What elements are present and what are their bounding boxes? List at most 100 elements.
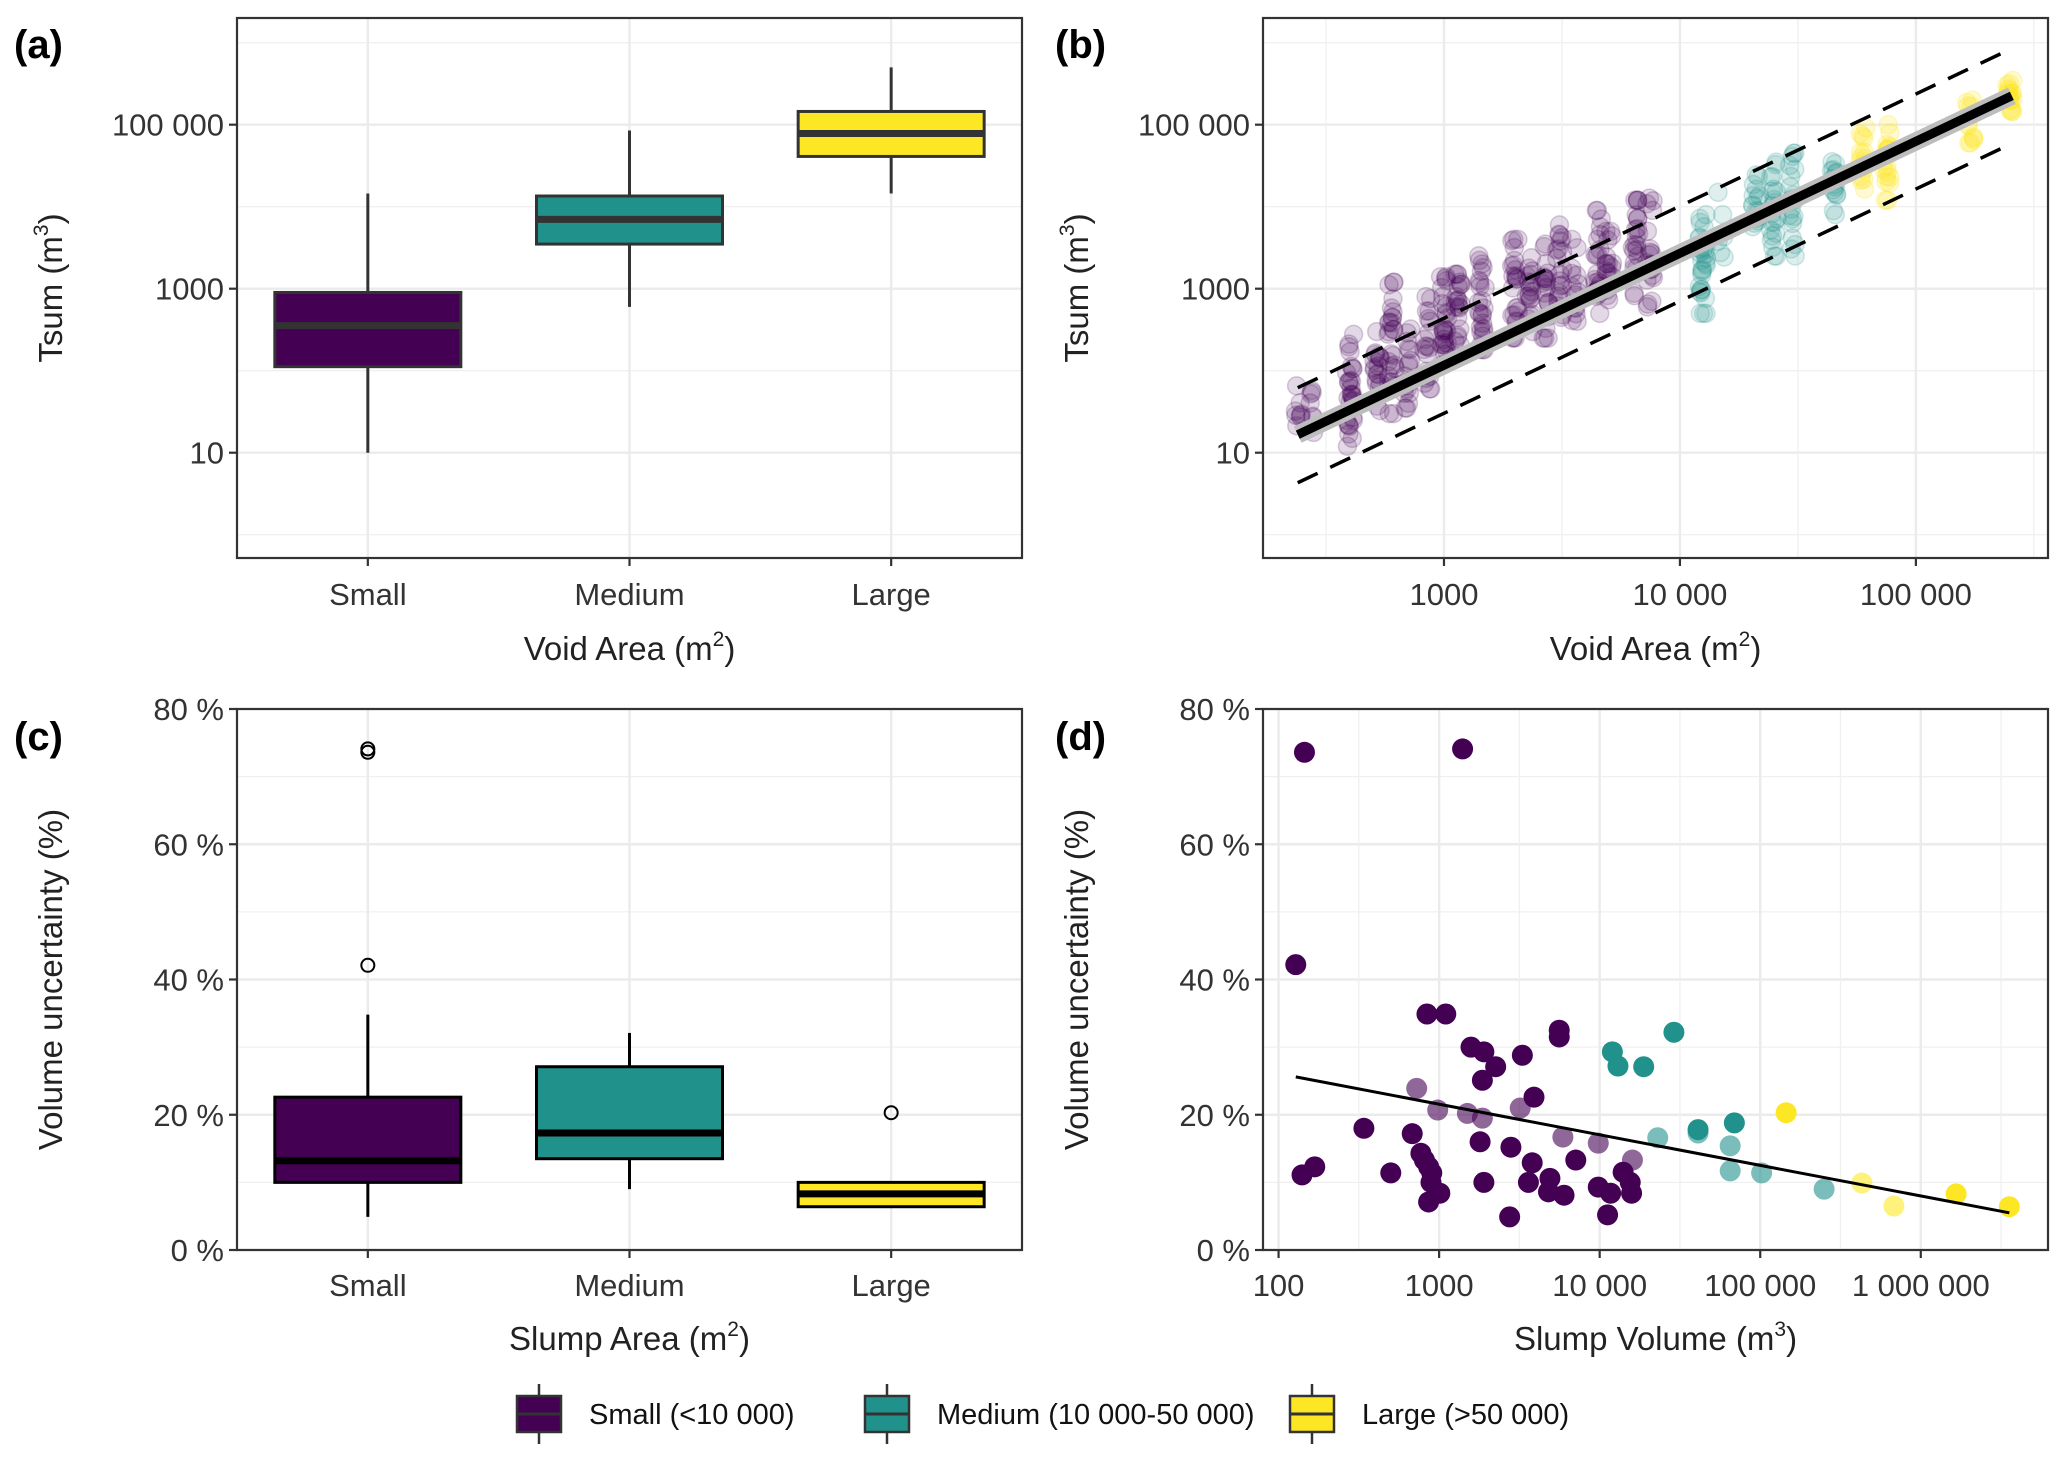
x-gridlines: [1277, 709, 2002, 1250]
x-axis-title-text: Slump Volume (m: [1514, 1320, 1774, 1357]
x-axis-title: Void Area (m2): [524, 628, 736, 667]
data-point: [1692, 261, 1712, 282]
y-tick-label: 20 %: [153, 1098, 224, 1133]
data-point: [1696, 204, 1716, 225]
data-point: [1960, 133, 1981, 153]
data-point: [1505, 260, 1526, 280]
data-point: [1766, 223, 1786, 243]
data-point: [1520, 289, 1540, 310]
data-point: [1472, 254, 1492, 274]
data-point: [1343, 324, 1364, 345]
data-point: [1850, 123, 1871, 144]
data-point: [1637, 194, 1657, 214]
data-point: [1395, 398, 1415, 418]
data-point: [1692, 260, 1712, 280]
data-point: [1598, 254, 1619, 274]
x-tick-label: Small: [329, 1268, 407, 1303]
data-point: [1536, 253, 1556, 274]
data-point: [1690, 208, 1710, 229]
data-point: [1436, 303, 1456, 323]
data-point: [1419, 337, 1440, 358]
legend-label: Small (<10 000): [589, 1399, 795, 1431]
x-tick-label: 1000: [1405, 1268, 1474, 1303]
data-point: [1469, 270, 1490, 291]
data-point: [1714, 247, 1734, 267]
data-point: [1502, 278, 1523, 298]
y-axis-title-text: Tsum (m: [1058, 236, 1095, 363]
data-point: [1302, 382, 1322, 403]
data-point: [1880, 167, 1900, 187]
y-axis-title-text: Tsum (m: [32, 236, 69, 363]
x-tick-label: 10 000: [1552, 1268, 1647, 1303]
data-point: [1436, 270, 1457, 291]
data-point: [1469, 1131, 1491, 1153]
data-point: [1434, 322, 1454, 343]
data-point: [1854, 128, 1874, 148]
y-axis-title-close: ): [1058, 213, 1095, 224]
data-point: [1587, 1132, 1609, 1154]
data-point: [1285, 954, 1307, 976]
box-medium: [535, 1032, 724, 1190]
data-point: [1633, 1056, 1655, 1078]
data-point: [1596, 254, 1616, 274]
data-point: [1535, 328, 1555, 348]
data-point: [1822, 152, 1842, 172]
data-point: [1339, 334, 1359, 354]
data-point: [1562, 229, 1582, 250]
data-point: [1468, 246, 1489, 266]
data-point: [1511, 1044, 1533, 1066]
data-point: [1590, 217, 1611, 237]
y-tick-label: 100 000: [112, 108, 224, 143]
data-point: [1378, 312, 1399, 333]
data-point: [1622, 237, 1643, 258]
x-axis-title-text: Slump Area (m: [509, 1320, 727, 1357]
y-tick-label: 100 000: [1138, 108, 1250, 143]
data-point: [1499, 1206, 1521, 1228]
data-point: [1504, 237, 1525, 258]
data-point: [1692, 264, 1712, 285]
data-point: [1813, 1178, 1835, 1200]
data-point: [1381, 344, 1401, 364]
panel-c: 0 % 20 % 40 % 60 % 80 % Small Medium Large Slump…: [14, 692, 1024, 1357]
data-point: [1535, 234, 1556, 254]
data-point: [1693, 303, 1714, 324]
series-medium: [1601, 1021, 1835, 1200]
legend-item-medium: Medium (10 000-50 000): [863, 1384, 1255, 1444]
data-point: [1520, 288, 1541, 309]
data-point: [1472, 304, 1492, 324]
data-point: [1552, 227, 1572, 248]
y-tick-label: 40 %: [1179, 963, 1250, 998]
data-point: [1823, 200, 1844, 221]
x-axis-title-close: ): [1750, 630, 1761, 667]
y-tick-label: 0 %: [171, 1233, 224, 1268]
data-point: [1435, 335, 1455, 355]
data-point: [1963, 128, 1984, 148]
y-axis-title: Volume uncertainty (%): [1058, 809, 1095, 1150]
data-point: [1507, 297, 1528, 318]
data-point: [1471, 261, 1492, 281]
data-point: [1447, 264, 1468, 285]
data-point: [1470, 317, 1491, 337]
data-point: [1383, 345, 1403, 366]
data-point: [1696, 255, 1717, 275]
data-point: [1784, 159, 1805, 180]
data-point: [1384, 319, 1404, 340]
data-point: [1504, 229, 1524, 250]
trend-line: [1295, 1075, 2010, 1215]
data-point: [1437, 321, 1457, 341]
y-tick-label: 40 %: [153, 963, 224, 998]
data-point: [1434, 329, 1454, 350]
y-tick-label: 10: [1216, 436, 1250, 471]
data-point: [1447, 327, 1468, 348]
data-point: [1450, 319, 1470, 339]
data-marks: [273, 67, 986, 453]
data-point: [1378, 351, 1399, 372]
y-tick-label: 20 %: [1179, 1098, 1250, 1133]
data-point: [1637, 297, 1658, 317]
data-point: [1450, 272, 1470, 292]
data-point: [1627, 190, 1648, 210]
panel-label: (c): [14, 715, 63, 759]
data-point: [1435, 1003, 1457, 1025]
regression-line: [1295, 91, 2014, 439]
data-point: [1687, 1122, 1709, 1144]
